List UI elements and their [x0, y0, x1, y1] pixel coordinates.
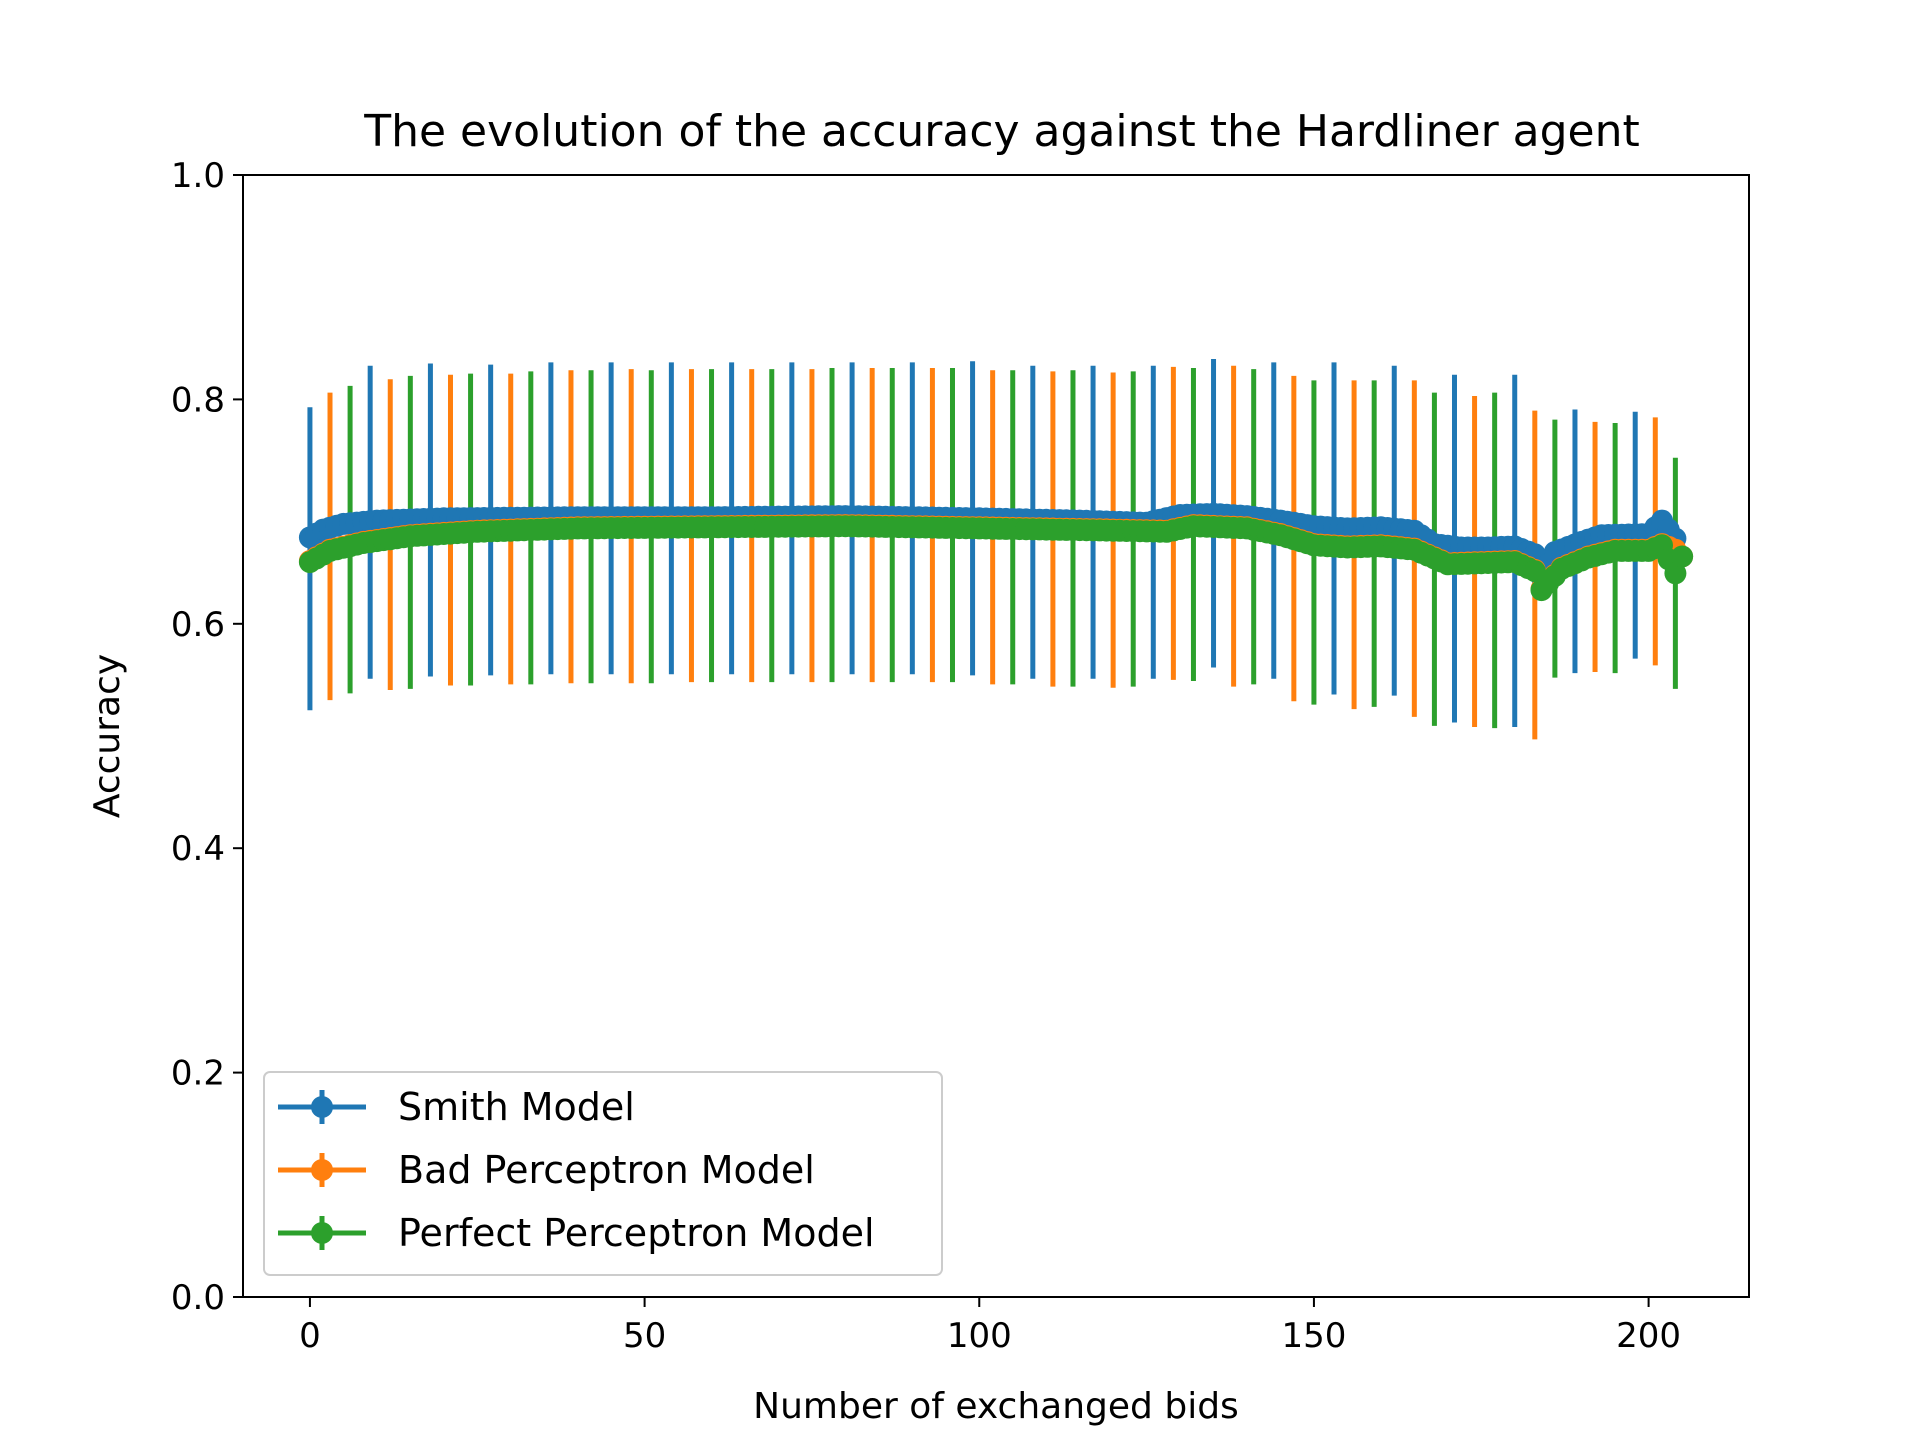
legend-label-smith-model: Smith Model	[398, 1085, 635, 1129]
x-tick-label: 200	[1616, 1316, 1681, 1356]
axes-frame	[242, 174, 1750, 1298]
x-tick-label: 100	[947, 1316, 1012, 1356]
chart-title: The evolution of the accuracy against th…	[363, 106, 1640, 157]
legend-marker-smith-model	[311, 1096, 333, 1118]
y-tick-label: 0.4	[171, 829, 225, 869]
axis-ticks: 0 50 100 150 200 0.0 0.2 0.4 0.6 0.8 1.0	[171, 156, 1681, 1356]
legend-entry-perfect-perceptron-model: Perfect Perceptron Model	[278, 1211, 875, 1255]
x-tick-label: 50	[623, 1316, 666, 1356]
y-axis-label: Accuracy	[87, 654, 128, 818]
plot-area	[298, 359, 1694, 740]
y-tick-label: 0.8	[171, 380, 225, 420]
y-tick-label: 0.0	[171, 1278, 225, 1318]
series-perfect-perceptron-model	[298, 515, 1694, 602]
legend: Smith Model Bad Perceptron Model Perfect…	[263, 1071, 943, 1276]
y-tick-label: 1.0	[171, 156, 225, 196]
y-tick-label: 0.6	[171, 605, 225, 645]
legend-label-bad-perceptron-model: Bad Perceptron Model	[398, 1148, 815, 1192]
x-axis-label: Number of exchanged bids	[753, 1386, 1239, 1427]
legend-entry-bad-perceptron-model: Bad Perceptron Model	[278, 1148, 815, 1192]
legend-label-perfect-perceptron-model: Perfect Perceptron Model	[398, 1211, 875, 1255]
legend-marker-bad-perceptron-model	[311, 1159, 333, 1181]
legend-frame	[263, 1071, 943, 1276]
marker-perfect-perceptron-model	[1671, 545, 1694, 568]
legend-marker-perfect-perceptron-model	[311, 1222, 333, 1244]
marker-perfect-perceptron-model	[1664, 562, 1687, 585]
x-tick-label: 0	[299, 1316, 321, 1356]
y-tick-label: 0.2	[171, 1054, 225, 1094]
legend-entry-smith-model: Smith Model	[278, 1085, 635, 1129]
x-tick-label: 150	[1281, 1316, 1346, 1356]
